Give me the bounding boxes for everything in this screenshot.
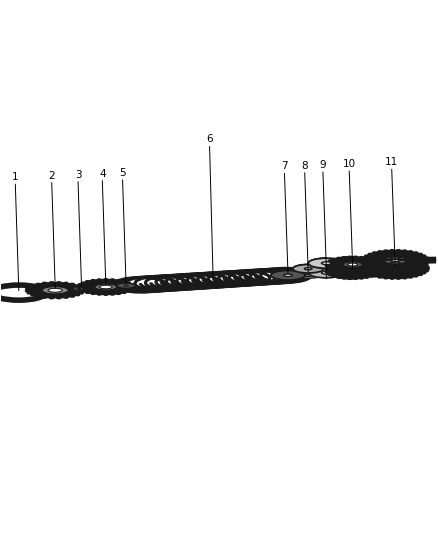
Ellipse shape <box>293 264 324 273</box>
Ellipse shape <box>308 268 345 278</box>
Ellipse shape <box>73 286 90 291</box>
Ellipse shape <box>261 268 311 282</box>
Text: 3: 3 <box>75 169 81 180</box>
Polygon shape <box>308 258 326 278</box>
Ellipse shape <box>230 270 280 285</box>
Text: 10: 10 <box>343 159 356 169</box>
Text: 11: 11 <box>385 157 399 167</box>
Ellipse shape <box>117 283 135 288</box>
Ellipse shape <box>321 262 332 264</box>
Ellipse shape <box>392 260 399 262</box>
Ellipse shape <box>124 285 128 286</box>
Polygon shape <box>325 263 381 279</box>
Ellipse shape <box>384 257 406 264</box>
Ellipse shape <box>321 271 332 274</box>
Ellipse shape <box>114 278 166 292</box>
Ellipse shape <box>79 288 84 289</box>
Text: 8: 8 <box>301 160 308 171</box>
Ellipse shape <box>156 275 208 289</box>
Ellipse shape <box>95 284 117 290</box>
Ellipse shape <box>250 269 301 283</box>
Polygon shape <box>25 282 85 298</box>
Ellipse shape <box>145 276 198 290</box>
Ellipse shape <box>135 276 187 290</box>
Text: 9: 9 <box>320 160 326 170</box>
Ellipse shape <box>293 266 324 274</box>
Ellipse shape <box>187 273 239 287</box>
Ellipse shape <box>304 268 312 270</box>
Polygon shape <box>77 279 135 295</box>
Text: 5: 5 <box>119 168 126 178</box>
Ellipse shape <box>389 266 401 270</box>
Ellipse shape <box>99 285 112 289</box>
Ellipse shape <box>208 272 259 286</box>
Ellipse shape <box>48 288 62 292</box>
Ellipse shape <box>271 270 305 280</box>
Text: 2: 2 <box>49 171 55 181</box>
Ellipse shape <box>177 273 229 288</box>
Polygon shape <box>361 257 429 279</box>
Ellipse shape <box>293 264 324 273</box>
Ellipse shape <box>308 258 345 268</box>
Polygon shape <box>361 249 429 271</box>
Ellipse shape <box>42 287 68 294</box>
Ellipse shape <box>124 277 177 292</box>
Ellipse shape <box>384 264 407 272</box>
Text: 7: 7 <box>281 161 288 172</box>
Ellipse shape <box>240 270 290 284</box>
Ellipse shape <box>284 274 292 277</box>
Text: 1: 1 <box>12 172 19 182</box>
Ellipse shape <box>219 271 270 285</box>
Ellipse shape <box>166 274 218 289</box>
Ellipse shape <box>293 270 324 278</box>
Text: 6: 6 <box>206 134 213 144</box>
Ellipse shape <box>348 263 358 266</box>
Polygon shape <box>325 256 381 273</box>
Text: 4: 4 <box>99 168 106 179</box>
Ellipse shape <box>198 272 249 287</box>
Ellipse shape <box>293 268 324 277</box>
Ellipse shape <box>343 262 363 268</box>
